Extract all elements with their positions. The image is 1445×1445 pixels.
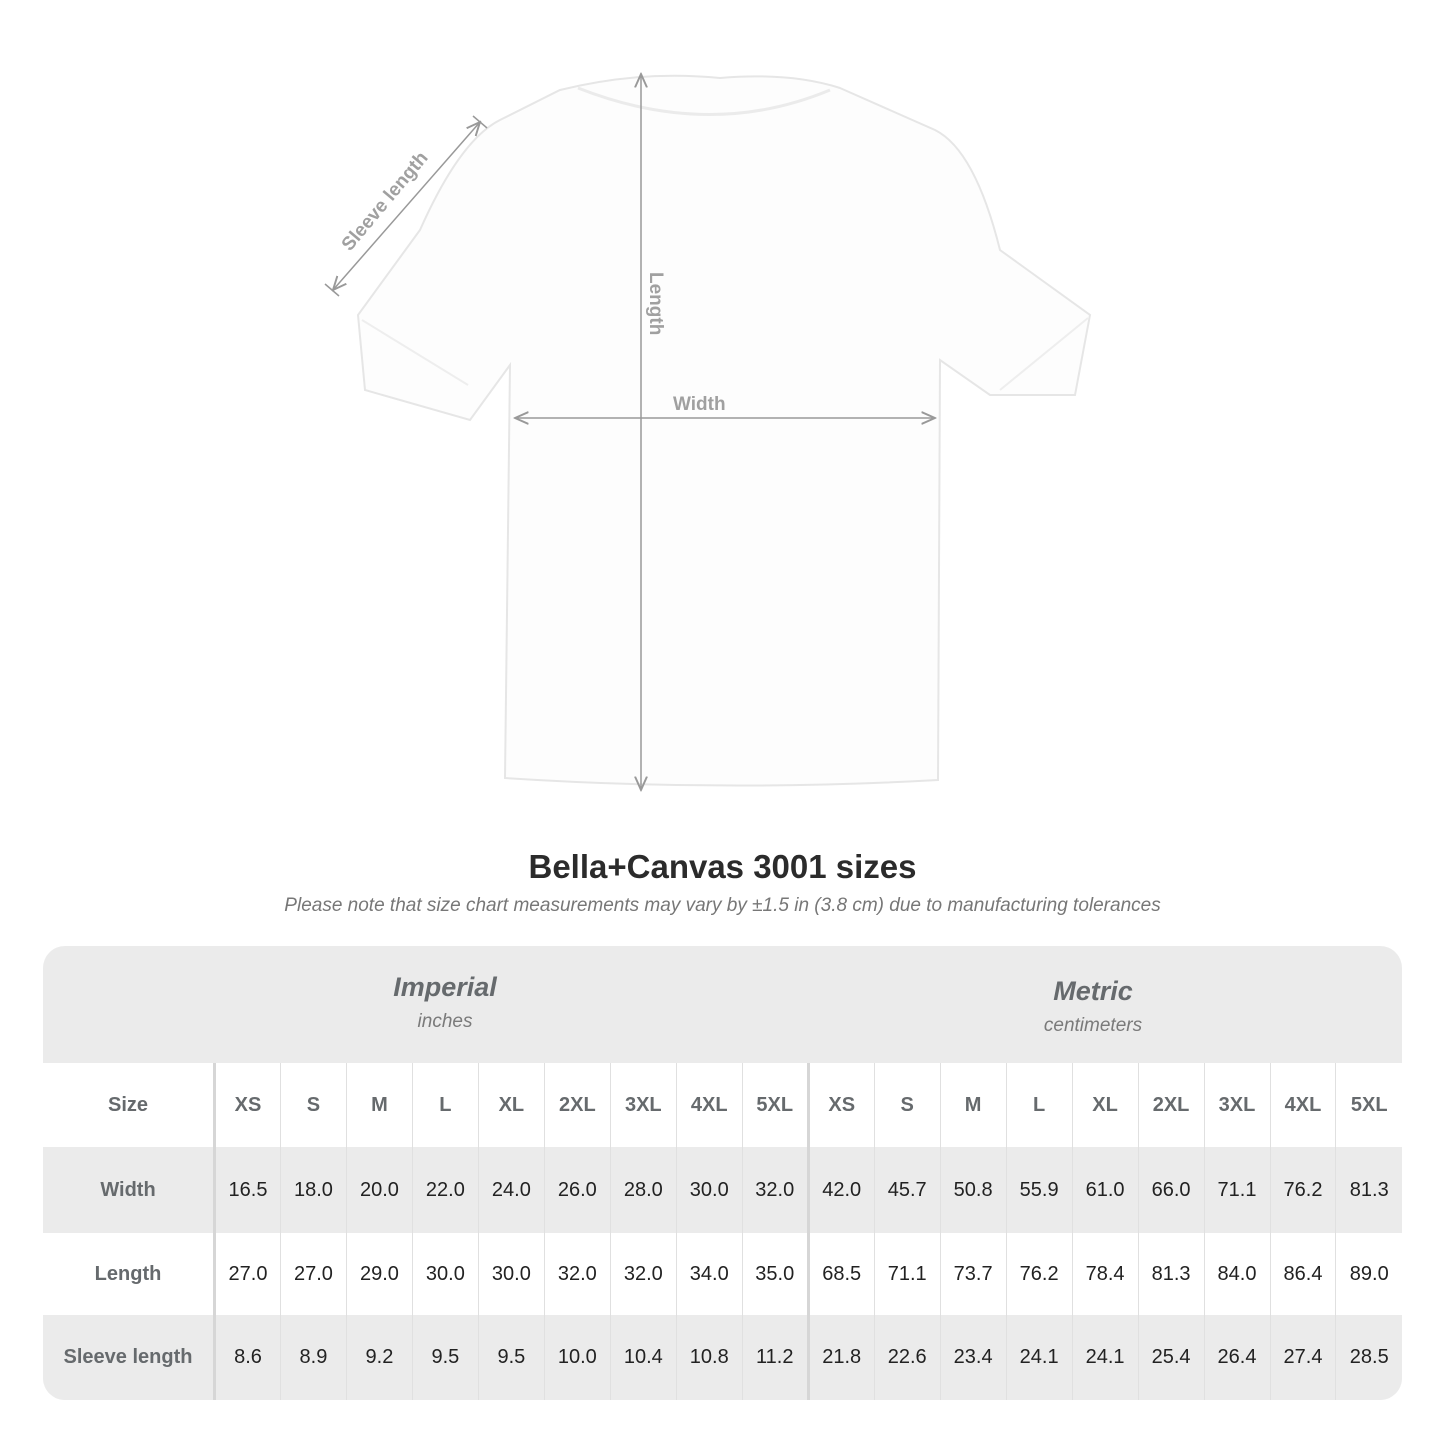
size-label: Size xyxy=(43,1063,216,1147)
metric-value: 28.5 xyxy=(1335,1315,1402,1400)
imperial-value: 32.0 xyxy=(741,1147,809,1233)
metric-value: 71.1 xyxy=(1203,1147,1270,1233)
imperial-value: 9.5 xyxy=(411,1315,479,1400)
measure-lines xyxy=(324,74,935,790)
imperial-size-2XL: 2XL xyxy=(543,1063,611,1147)
size-table: Size XS S M L XL 2XL 3XL 4XL 5XL XS S M L XL 2XL 3XL 4XL 5… xyxy=(43,1063,1402,1400)
imperial-value: 27.0 xyxy=(214,1233,281,1315)
metric-size-4XL: 4XL xyxy=(1269,1063,1336,1147)
imperial-value: 10.0 xyxy=(543,1315,611,1400)
metric-size-3XL: 3XL xyxy=(1203,1063,1270,1147)
table-row: Length 27.0 27.0 29.0 30.0 30.0 32.0 32.0 34.0 35… xyxy=(43,1233,1402,1315)
width-label: Width xyxy=(673,394,726,415)
metric-unit: centimeters xyxy=(1043,1015,1143,1036)
metric-value: 55.9 xyxy=(1005,1147,1073,1233)
tshirt-shape xyxy=(356,74,1092,787)
metric-value: 42.0 xyxy=(806,1147,875,1233)
imperial-value: 18.0 xyxy=(279,1147,347,1233)
imperial-value: 32.0 xyxy=(543,1233,611,1315)
metric-value: 24.1 xyxy=(1005,1315,1073,1400)
metric-size-S: S xyxy=(873,1063,941,1147)
metric-value: 61.0 xyxy=(1071,1147,1139,1233)
metric-title: Metric xyxy=(1053,976,1133,1006)
imperial-size-S: S xyxy=(279,1063,347,1147)
imperial-value: 32.0 xyxy=(609,1233,677,1315)
imperial-value: 28.0 xyxy=(609,1147,677,1233)
row-label: Sleeve length xyxy=(43,1315,216,1400)
metric-value: 78.4 xyxy=(1071,1233,1139,1315)
metric-value: 23.4 xyxy=(939,1315,1007,1400)
imperial-value: 11.2 xyxy=(741,1315,809,1400)
metric-value: 68.5 xyxy=(806,1233,875,1315)
imperial-size-M: M xyxy=(345,1063,413,1147)
imperial-value: 34.0 xyxy=(675,1233,743,1315)
imperial-size-3XL: 3XL xyxy=(609,1063,677,1147)
metric-value: 86.4 xyxy=(1269,1233,1336,1315)
metric-value: 22.6 xyxy=(873,1315,941,1400)
row-label: Width xyxy=(43,1147,216,1233)
metric-size-2XL: 2XL xyxy=(1137,1063,1205,1147)
imperial-value: 24.0 xyxy=(477,1147,545,1233)
imperial-value: 10.4 xyxy=(609,1315,677,1400)
metric-size-M: M xyxy=(939,1063,1007,1147)
imperial-value: 27.0 xyxy=(279,1233,347,1315)
imperial-value: 16.5 xyxy=(214,1147,281,1233)
imperial-value: 26.0 xyxy=(543,1147,611,1233)
metric-value: 26.4 xyxy=(1203,1315,1270,1400)
metric-value: 21.8 xyxy=(806,1315,875,1400)
imperial-value: 9.5 xyxy=(477,1315,545,1400)
metric-value: 76.2 xyxy=(1005,1233,1073,1315)
metric-value: 71.1 xyxy=(873,1233,941,1315)
tshirt-diagram: Sleeve length Length Width xyxy=(324,0,1092,800)
metric-value: 27.4 xyxy=(1269,1315,1336,1400)
page-title: Bella+Canvas 3001 sizes xyxy=(528,848,917,885)
metric-size-5XL: 5XL xyxy=(1335,1063,1402,1147)
metric-value: 24.1 xyxy=(1071,1315,1139,1400)
metric-value: 73.7 xyxy=(939,1233,1007,1315)
imperial-value: 30.0 xyxy=(411,1233,479,1315)
metric-value: 50.8 xyxy=(939,1147,1007,1233)
length-label: Length xyxy=(645,272,666,335)
metric-size-XL: XL xyxy=(1071,1063,1139,1147)
imperial-value: 9.2 xyxy=(345,1315,413,1400)
imperial-value: 10.8 xyxy=(675,1315,743,1400)
metric-value: 45.7 xyxy=(873,1147,941,1233)
imperial-value: 20.0 xyxy=(345,1147,413,1233)
imperial-size-5XL: 5XL xyxy=(741,1063,809,1147)
imperial-value: 22.0 xyxy=(411,1147,479,1233)
imperial-value: 8.6 xyxy=(214,1315,281,1400)
tolerance-note: Please note that size chart measurements… xyxy=(284,895,1161,916)
metric-value: 76.2 xyxy=(1269,1147,1336,1233)
table-row: Sleeve length 8.6 8.9 9.2 9.5 9.5 10.0 10.4 10.8… xyxy=(43,1315,1402,1400)
metric-value: 66.0 xyxy=(1137,1147,1205,1233)
imperial-value: 30.0 xyxy=(675,1147,743,1233)
imperial-unit: inches xyxy=(417,1011,473,1032)
row-label: Length xyxy=(43,1233,216,1315)
size-header-row: Size XS S M L XL 2XL 3XL 4XL 5XL XS S M L XL 2XL 3XL 4XL 5… xyxy=(43,1063,1402,1147)
metric-value: 25.4 xyxy=(1137,1315,1205,1400)
metric-value: 81.3 xyxy=(1137,1233,1205,1315)
metric-header: Metric centimeters xyxy=(863,946,1323,1063)
imperial-value: 29.0 xyxy=(345,1233,413,1315)
imperial-size-XL: XL xyxy=(477,1063,545,1147)
imperial-value: 8.9 xyxy=(279,1315,347,1400)
imperial-value: 30.0 xyxy=(477,1233,545,1315)
imperial-header: Imperial inches xyxy=(215,946,675,1063)
imperial-size-4XL: 4XL xyxy=(675,1063,743,1147)
size-chart: Imperial inches Metric centimeters Size X… xyxy=(43,946,1402,1400)
metric-size-XS: XS xyxy=(806,1063,875,1147)
table-row: Width 16.5 18.0 20.0 22.0 24.0 26.0 28.0 30.0 32.… xyxy=(43,1147,1402,1233)
metric-size-L: L xyxy=(1005,1063,1073,1147)
imperial-size-XS: XS xyxy=(214,1063,281,1147)
imperial-title: Imperial xyxy=(393,972,497,1002)
metric-value: 89.0 xyxy=(1335,1233,1402,1315)
imperial-size-L: L xyxy=(411,1063,479,1147)
imperial-value: 35.0 xyxy=(741,1233,809,1315)
metric-value: 84.0 xyxy=(1203,1233,1270,1315)
metric-value: 81.3 xyxy=(1335,1147,1402,1233)
